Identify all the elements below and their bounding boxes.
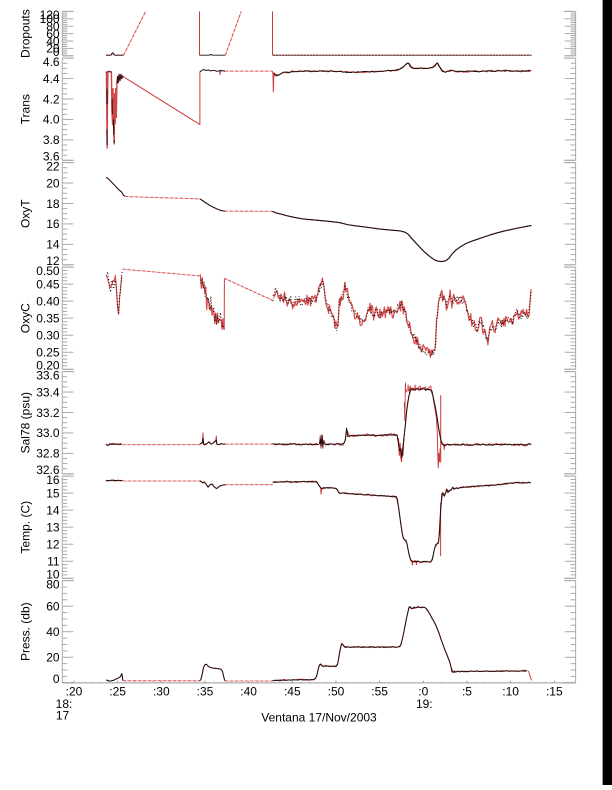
- svg-text:11: 11: [47, 555, 60, 569]
- svg-text::5: :5: [462, 685, 472, 699]
- svg-text:Temp. (C): Temp. (C): [18, 501, 32, 554]
- svg-text:80: 80: [46, 577, 60, 591]
- svg-text:4.4: 4.4: [43, 72, 60, 86]
- svg-text::0: :0: [418, 685, 428, 699]
- svg-text:33.6: 33.6: [36, 368, 60, 382]
- svg-text:20: 20: [46, 176, 60, 190]
- svg-text:0: 0: [53, 672, 60, 686]
- svg-text:16: 16: [46, 217, 60, 231]
- svg-text:4.6: 4.6: [43, 55, 60, 69]
- svg-text:18: 18: [46, 197, 60, 211]
- svg-text::55: :55: [371, 685, 388, 699]
- svg-text:20: 20: [46, 651, 60, 665]
- svg-text:14: 14: [46, 503, 60, 517]
- svg-text:10: 10: [46, 568, 60, 582]
- svg-text:33.4: 33.4: [36, 385, 60, 399]
- svg-text:3.8: 3.8: [43, 133, 60, 147]
- svg-text:19:: 19:: [416, 697, 433, 711]
- svg-text:16: 16: [46, 473, 60, 487]
- svg-text:OxyC: OxyC: [18, 303, 32, 333]
- svg-text::10: :10: [502, 685, 519, 699]
- svg-text:0.30: 0.30: [36, 329, 60, 343]
- svg-text:Ventana 17/Nov/2003: Ventana 17/Nov/2003: [261, 711, 377, 725]
- svg-text:120: 120: [40, 8, 60, 22]
- svg-text:100: 100: [40, 12, 60, 26]
- svg-text:0.35: 0.35: [36, 312, 60, 326]
- svg-text:32.6: 32.6: [36, 463, 60, 477]
- svg-text:0: 0: [53, 45, 60, 59]
- svg-text:Trans: Trans: [18, 94, 32, 124]
- svg-text:33.0: 33.0: [36, 426, 60, 440]
- svg-text:40: 40: [46, 625, 60, 639]
- svg-text::30: :30: [153, 685, 170, 699]
- svg-text:4.2: 4.2: [43, 92, 60, 106]
- svg-text:80: 80: [46, 20, 60, 34]
- svg-text:20: 20: [46, 42, 60, 56]
- svg-text:17: 17: [56, 709, 70, 723]
- svg-text:Press. (db): Press. (db): [18, 602, 32, 661]
- svg-text::35: :35: [197, 685, 214, 699]
- svg-text:33.2: 33.2: [36, 406, 60, 420]
- svg-text:0.25: 0.25: [36, 346, 60, 360]
- svg-text:0.45: 0.45: [36, 277, 60, 291]
- svg-text:14: 14: [46, 238, 60, 252]
- svg-text:OxyT: OxyT: [18, 199, 32, 228]
- svg-text:18:: 18:: [56, 697, 73, 711]
- svg-text:12: 12: [46, 254, 60, 268]
- svg-text:12: 12: [46, 538, 60, 552]
- svg-text:4.0: 4.0: [43, 113, 60, 127]
- svg-text:0.40: 0.40: [36, 294, 60, 308]
- svg-text:22: 22: [46, 159, 60, 173]
- svg-text::20: :20: [66, 685, 83, 699]
- svg-text:3.6: 3.6: [43, 150, 60, 164]
- svg-text:32.8: 32.8: [36, 447, 60, 461]
- svg-text:60: 60: [46, 27, 60, 41]
- svg-text::15: :15: [546, 685, 563, 699]
- svg-text:Dropouts: Dropouts: [18, 9, 32, 58]
- svg-text:Sal78 (psu): Sal78 (psu): [18, 392, 32, 453]
- svg-text:13: 13: [46, 521, 60, 535]
- svg-text:0.50: 0.50: [36, 264, 60, 278]
- svg-text::25: :25: [109, 685, 126, 699]
- svg-text:40: 40: [46, 34, 60, 48]
- svg-text:60: 60: [46, 599, 60, 613]
- svg-text:15: 15: [46, 486, 60, 500]
- svg-text:0.20: 0.20: [36, 359, 60, 373]
- svg-text::50: :50: [328, 685, 345, 699]
- svg-text::40: :40: [240, 685, 257, 699]
- svg-text::45: :45: [284, 685, 301, 699]
